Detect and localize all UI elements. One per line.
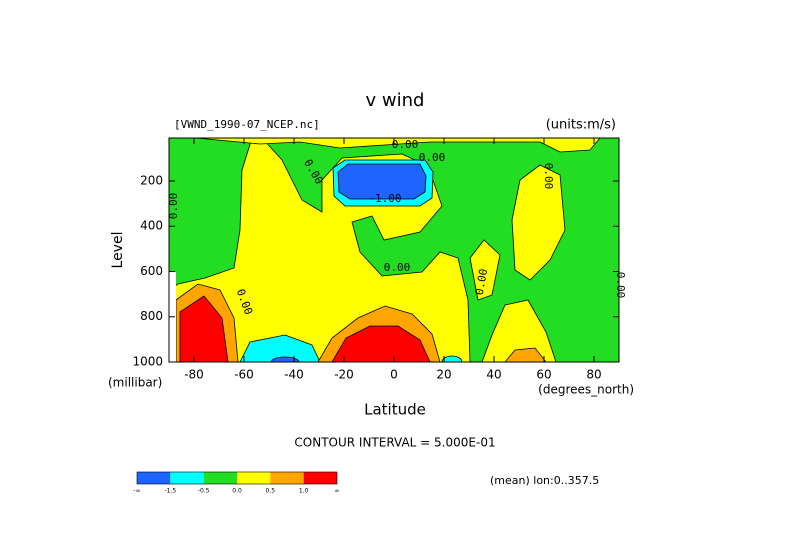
contour-region: [331, 325, 431, 362]
y-tick-label: 200: [140, 173, 163, 187]
contour-label: 0.00: [392, 138, 419, 151]
x-tick-label: 60: [536, 368, 551, 382]
x-tick-label: -80: [184, 368, 204, 382]
y-tick-label: 800: [140, 309, 163, 323]
colorbar-label: 0.5: [266, 488, 276, 495]
x-tick-label: -60: [234, 368, 254, 382]
contour-label: 0.00: [614, 272, 627, 299]
y-axis-units: (millibar): [108, 376, 162, 390]
contour-label: 0.00: [167, 193, 180, 220]
x-tick-label: -20: [334, 368, 354, 382]
y-axis-label: Level: [110, 232, 126, 269]
contour-label: -1.00: [368, 192, 401, 205]
contour-region: [195, 138, 601, 153]
contour-label: 0.00: [542, 163, 555, 190]
colorbar-swatch: [237, 472, 271, 484]
x-tick-label: -40: [284, 368, 304, 382]
colorbar-swatch: [303, 472, 337, 484]
subtitle-left: [VWND_1990-07_NCEP.nc]: [174, 118, 320, 131]
contour-field: [169, 138, 619, 362]
chart-title: v wind: [366, 90, 425, 111]
x-axis-label: Latitude: [364, 401, 426, 419]
x-axis-units: (degrees_north): [538, 383, 634, 397]
contour-region: [504, 347, 547, 362]
colorbar-swatch: [170, 472, 204, 484]
contour-region: [179, 295, 229, 362]
x-tick-label: 0: [390, 368, 398, 382]
colorbar-swatch: [270, 472, 304, 484]
y-tick-label: 1000: [132, 355, 163, 369]
contour-label: 0.00: [473, 268, 490, 296]
contour-interval: CONTOUR INTERVAL = 5.000E-01: [294, 436, 495, 450]
contour-region: [337, 163, 427, 200]
colorbar-swatch: [137, 472, 171, 484]
colorbar: -∞ -1.5 -0.5 0.0 0.5 1.0 ∞: [133, 471, 340, 495]
y-tick-label: 400: [140, 219, 163, 233]
contour-region: [511, 164, 566, 281]
colorbar-frame: [136, 471, 338, 485]
contour-region: [239, 334, 321, 362]
y-tick-label: 600: [140, 264, 163, 278]
colorbar-label: 1.0: [299, 488, 309, 495]
colorbar-swatch: [203, 472, 237, 484]
subtitle-right: (units:m/s): [546, 118, 616, 133]
colorbar-label: -1.5: [164, 488, 176, 495]
colorbar-label: -∞: [133, 488, 140, 495]
contour-region: [441, 355, 463, 362]
colorbar-label: -0.5: [198, 488, 210, 495]
colorbar-label: ∞: [335, 488, 340, 495]
x-tick-label: 40: [486, 368, 501, 382]
contour-label: 0.00: [384, 261, 411, 274]
footnote: (mean) lon:0..357.5: [490, 474, 599, 487]
x-tick-label: 20: [436, 368, 451, 382]
colorbar-label: 0.0: [232, 488, 242, 495]
contour-label: 0.00: [419, 151, 446, 164]
contour-region: [469, 239, 501, 301]
contour-region: [270, 356, 300, 362]
x-tick-label: 80: [586, 368, 601, 382]
